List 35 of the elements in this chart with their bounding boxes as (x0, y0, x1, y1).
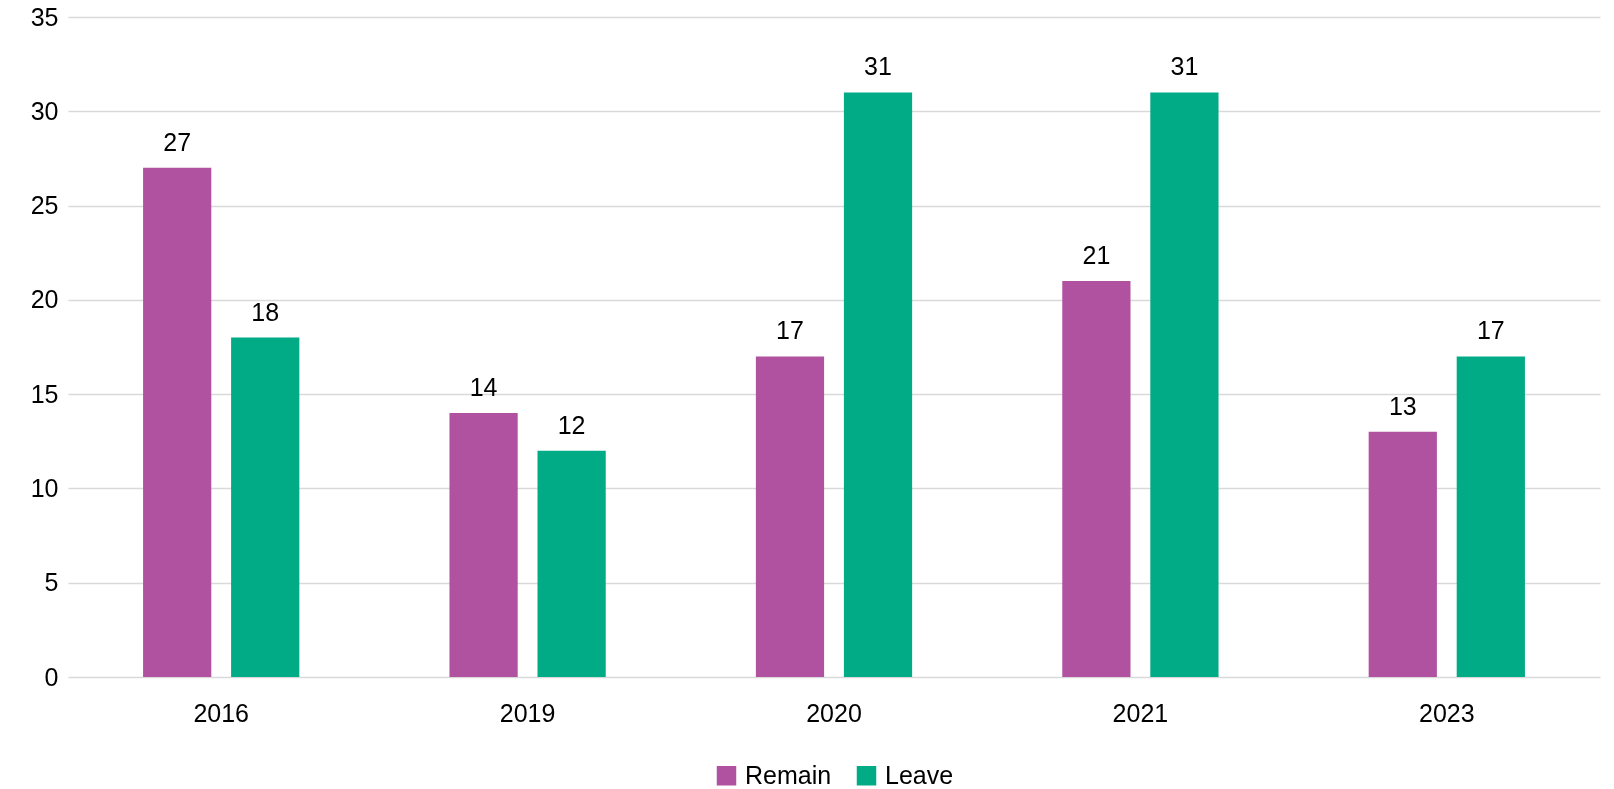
x-tick-label: 2023 (1418, 698, 1475, 727)
x-tick-label: 2020 (806, 698, 862, 727)
data-label: 31 (864, 52, 892, 81)
bar (1150, 92, 1219, 677)
y-tick-label: 0 (44, 662, 59, 691)
data-label: 12 (557, 410, 586, 439)
bar (537, 450, 606, 677)
data-label: 14 (469, 373, 498, 401)
data-label: 13 (1388, 391, 1417, 420)
data-label: 18 (251, 297, 280, 326)
data-label: 27 (163, 127, 192, 156)
data-label: 31 (1170, 52, 1199, 81)
data-label: 17 (776, 316, 804, 345)
y-tick-label: 10 (30, 473, 59, 502)
y-tick-label: 5 (44, 568, 59, 597)
bar (755, 356, 825, 677)
bar (1368, 431, 1437, 677)
bar (1062, 281, 1131, 677)
x-tick-label: 2021 (1112, 698, 1169, 727)
legend-label: Leave (885, 760, 954, 789)
x-tick-label: 2019 (499, 698, 556, 727)
bar (231, 337, 300, 677)
y-tick-label: 30 (30, 96, 59, 125)
y-tick-label: 15 (30, 379, 59, 408)
bar (143, 167, 212, 677)
legend-label: Remain (745, 760, 832, 789)
y-tick-label: 20 (30, 285, 59, 314)
y-tick-label: 35 (30, 2, 59, 31)
bar (843, 92, 913, 677)
bar (1456, 356, 1525, 677)
data-label: 21 (1082, 241, 1111, 269)
x-tick-label: 2016 (193, 698, 250, 727)
y-tick-label: 25 (30, 191, 59, 220)
data-label: 17 (1476, 316, 1505, 345)
bar (449, 413, 518, 677)
